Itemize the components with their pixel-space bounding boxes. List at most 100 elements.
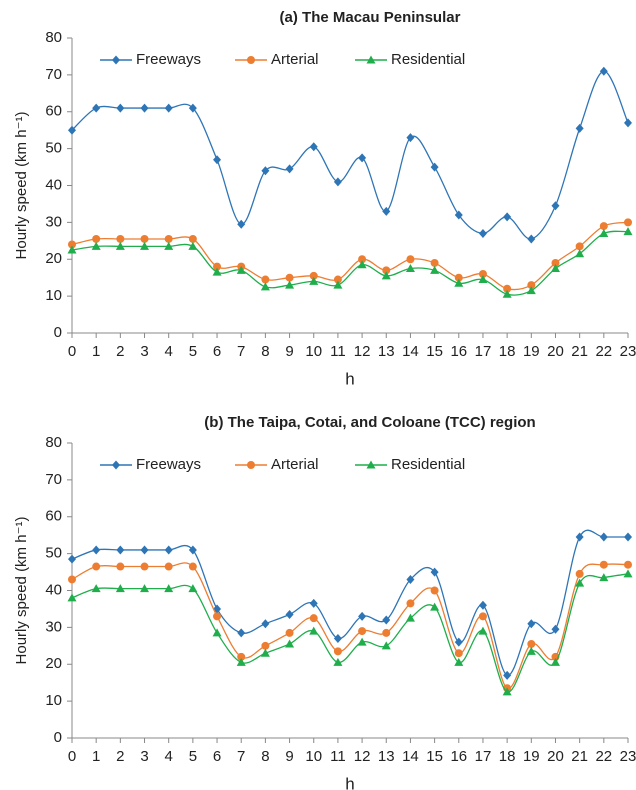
legend-label: Residential xyxy=(391,51,465,68)
y-tick-label: 10 xyxy=(45,692,62,709)
x-tick-label: 9 xyxy=(285,748,293,765)
marker xyxy=(285,639,295,648)
x-tick-label: 18 xyxy=(499,748,516,765)
x-tick-label: 4 xyxy=(165,343,173,360)
series-line xyxy=(71,562,629,689)
marker xyxy=(285,280,295,289)
x-tick-label: 16 xyxy=(450,748,467,765)
marker xyxy=(503,670,512,680)
marker xyxy=(285,164,294,174)
marker xyxy=(503,284,512,293)
y-tick-label: 20 xyxy=(45,655,62,672)
x-tick-label: 14 xyxy=(402,343,419,360)
marker xyxy=(527,281,536,290)
marker xyxy=(478,600,487,610)
x-tick-label: 5 xyxy=(189,343,197,360)
marker xyxy=(91,241,101,250)
marker xyxy=(285,628,294,637)
marker xyxy=(333,647,342,656)
legend-label: Residential xyxy=(391,456,465,473)
y-tick-label: 30 xyxy=(45,618,62,635)
series-line xyxy=(71,573,629,693)
x-tick-label: 7 xyxy=(237,748,245,765)
marker xyxy=(285,273,294,282)
x-tick-label: 0 xyxy=(68,748,76,765)
marker xyxy=(261,275,270,284)
x-tick-label: 1 xyxy=(92,748,100,765)
marker xyxy=(430,258,439,267)
marker xyxy=(213,155,222,165)
marker xyxy=(406,599,415,608)
x-tick-label: 22 xyxy=(595,343,612,360)
marker xyxy=(164,234,173,243)
marker xyxy=(236,265,246,274)
marker xyxy=(478,626,488,635)
x-tick-label: 12 xyxy=(354,343,371,360)
marker xyxy=(67,593,77,602)
marker xyxy=(430,265,440,274)
marker xyxy=(502,289,512,298)
marker xyxy=(140,584,150,593)
marker xyxy=(551,201,560,211)
y-tick-label: 40 xyxy=(45,581,62,598)
legend-marker xyxy=(247,461,255,469)
marker xyxy=(406,133,415,143)
marker xyxy=(309,626,319,635)
marker xyxy=(309,276,319,285)
marker xyxy=(527,639,536,648)
marker xyxy=(430,162,439,172)
x-tick-label: 21 xyxy=(571,343,588,360)
x-tick-label: 9 xyxy=(285,343,293,360)
marker xyxy=(92,545,101,555)
marker xyxy=(261,619,270,629)
y-axis-label: Hourly speed (km h⁻¹) xyxy=(13,112,30,260)
x-tick-label: 6 xyxy=(213,748,221,765)
marker xyxy=(575,569,584,578)
marker xyxy=(92,234,101,243)
marker xyxy=(309,271,318,280)
legend-marker xyxy=(112,55,120,65)
x-tick-label: 2 xyxy=(116,748,124,765)
marker xyxy=(68,240,76,249)
marker xyxy=(212,628,222,637)
x-tick-label: 17 xyxy=(475,748,492,765)
marker xyxy=(213,612,222,621)
marker xyxy=(67,245,77,254)
x-tick-label: 18 xyxy=(499,343,516,360)
marker xyxy=(454,210,463,220)
legend-marker xyxy=(112,460,120,470)
marker xyxy=(526,286,536,295)
marker xyxy=(188,584,198,593)
marker xyxy=(116,234,125,243)
marker xyxy=(188,545,197,555)
y-tick-label: 0 xyxy=(54,324,62,341)
y-tick-label: 0 xyxy=(54,729,62,746)
marker xyxy=(116,103,125,113)
x-tick-label: 21 xyxy=(571,748,588,765)
marker xyxy=(91,584,101,593)
marker xyxy=(623,569,633,578)
marker xyxy=(212,267,222,276)
y-tick-label: 60 xyxy=(45,103,62,120)
series-line xyxy=(71,70,629,240)
x-tick-label: 8 xyxy=(261,748,269,765)
y-tick-label: 10 xyxy=(45,287,62,304)
legend-marker xyxy=(247,56,255,64)
x-tick-label: 4 xyxy=(165,748,173,765)
marker xyxy=(382,206,391,216)
marker xyxy=(237,652,246,661)
marker xyxy=(430,586,439,595)
x-tick-label: 19 xyxy=(523,748,540,765)
x-tick-label: 11 xyxy=(330,748,346,765)
y-tick-label: 70 xyxy=(45,66,62,83)
marker xyxy=(261,641,270,650)
marker xyxy=(454,649,463,658)
marker xyxy=(140,562,149,571)
marker xyxy=(575,578,585,587)
marker xyxy=(140,241,150,250)
marker xyxy=(575,249,585,258)
x-axis-label: h xyxy=(345,774,354,790)
x-tick-label: 20 xyxy=(547,748,564,765)
marker xyxy=(333,177,342,187)
marker xyxy=(115,584,125,593)
